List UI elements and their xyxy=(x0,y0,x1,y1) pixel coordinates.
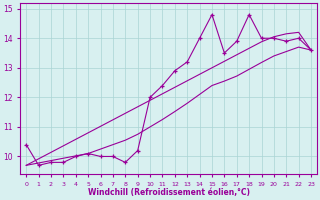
X-axis label: Windchill (Refroidissement éolien,°C): Windchill (Refroidissement éolien,°C) xyxy=(88,188,250,197)
